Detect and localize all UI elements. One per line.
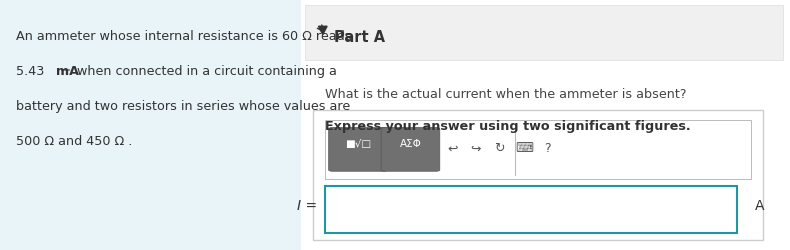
Text: ↩: ↩ [447,142,457,155]
Text: ?: ? [544,142,551,155]
Text: battery and two resistors in series whose values are: battery and two resistors in series whos… [16,100,350,113]
Text: Express your answer using two significant figures.: Express your answer using two significan… [325,120,690,133]
FancyBboxPatch shape [305,5,783,60]
FancyBboxPatch shape [325,120,751,179]
Text: What is the actual current when the ammeter is absent?: What is the actual current when the amme… [325,88,687,101]
Text: ⌨: ⌨ [515,142,533,155]
Text: 500 Ω and 450 Ω .: 500 Ω and 450 Ω . [16,135,132,148]
Text: ↪: ↪ [471,142,481,155]
Text: ■√□: ■√□ [345,139,371,149]
Text: ↻: ↻ [494,142,505,155]
Text: An ammeter whose internal resistance is 60 Ω reads: An ammeter whose internal resistance is … [16,30,351,43]
Text: Part A: Part A [334,30,386,45]
Text: ΑΣΦ: ΑΣΦ [400,139,422,149]
Text: 5.43: 5.43 [16,65,48,78]
FancyBboxPatch shape [329,128,387,171]
Text: I =: I = [297,199,318,213]
Polygon shape [318,26,327,34]
Text: mA: mA [56,65,79,78]
FancyBboxPatch shape [381,128,440,171]
Text: A: A [755,199,765,213]
Text: when connected in a circuit containing a: when connected in a circuit containing a [73,65,337,78]
FancyBboxPatch shape [0,0,301,250]
FancyBboxPatch shape [301,0,783,250]
FancyBboxPatch shape [325,186,737,232]
FancyBboxPatch shape [313,110,763,240]
